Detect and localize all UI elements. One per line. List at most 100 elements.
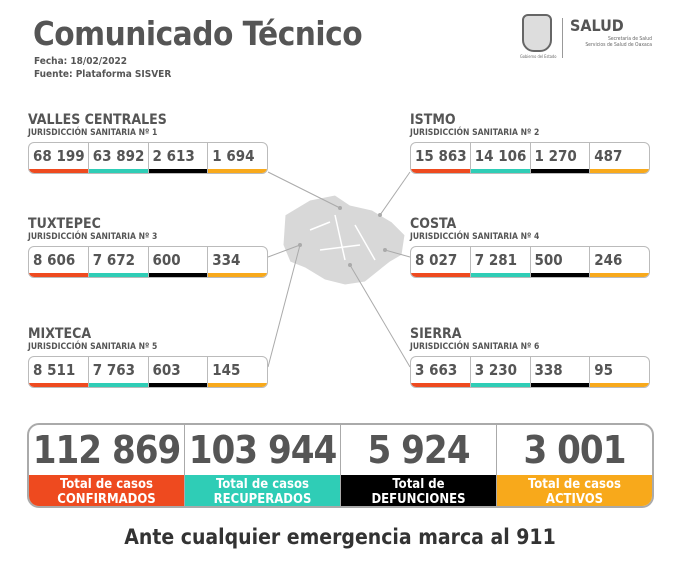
connector-line (267, 244, 301, 368)
region-card: VALLES CENTRALES JURISDICCIÓN SANITARIA … (28, 113, 268, 174)
stat-color-bar (88, 383, 148, 387)
stat-value: 1 694 (212, 147, 255, 165)
total-label-line2: ACTIVOS (545, 492, 604, 507)
total-label: Total de casos ACTIVOS (497, 475, 652, 507)
stat-value: 500 (534, 251, 563, 269)
stat-value: 3 663 (415, 361, 458, 379)
region-jurisdiction: JURISDICCIÓN SANITARIA Nº 4 (410, 232, 540, 242)
stat-cell: 14 106 (470, 143, 531, 173)
salud-logo: Gobierno del Estado SALUD Secretaría de … (520, 14, 652, 62)
connector-line (349, 264, 411, 368)
region-stats: 8 511 7 763 603 145 (28, 356, 268, 388)
stat-value: 15 863 (415, 147, 467, 165)
stat-cell: 500 (530, 247, 591, 277)
stat-cell: 3 230 (470, 357, 531, 387)
stat-cell: 8 027 (411, 247, 471, 277)
stat-color-bar (148, 273, 208, 277)
logo-sub2: Servicios de Salud de Oaxaca (585, 42, 652, 48)
region-card: ISTMO JURISDICCIÓN SANITARIA Nº 2 15 863 1… (410, 113, 650, 174)
stat-value: 1 270 (534, 147, 577, 165)
region-stats: 3 663 3 230 338 95 (410, 356, 650, 388)
stat-color-bar (590, 383, 649, 387)
region-jurisdiction: JURISDICCIÓN SANITARIA Nº 5 (28, 342, 158, 352)
stat-value: 8 606 (33, 251, 76, 269)
stat-cell: 603 (148, 357, 209, 387)
stat-value: 2 613 (152, 147, 195, 165)
region-jurisdiction: JURISDICCIÓN SANITARIA Nº 1 (28, 128, 158, 138)
stat-color-bar (208, 273, 267, 277)
stat-color-bar (29, 383, 88, 387)
logo-sub: Secretaría de Salud Servicios de Salud de… (570, 36, 652, 48)
region-name: MIXTECA (28, 326, 92, 342)
stat-cell: 1 270 (530, 143, 591, 173)
region-name: SIERRA (410, 326, 462, 342)
total-label: Total de casos RECUPERADOS (185, 475, 340, 507)
stat-value: 334 (212, 251, 241, 269)
stat-cell: 338 (530, 357, 591, 387)
stat-cell: 3 663 (411, 357, 471, 387)
region-stats: 8 027 7 281 500 246 (410, 246, 650, 278)
region-stats: 68 199 63 892 2 613 1 694 (28, 142, 268, 174)
stat-color-bar (530, 383, 590, 387)
page-title: Comunicado Técnico (33, 14, 363, 53)
region-jurisdiction: JURISDICCIÓN SANITARIA Nº 6 (410, 342, 540, 352)
total-label-line2: DEFUNCIONES (371, 492, 466, 507)
stat-cell: 8 511 (29, 357, 89, 387)
stat-value: 246 (594, 251, 623, 269)
stat-value: 338 (534, 361, 563, 379)
stat-value: 95 (594, 361, 614, 379)
total-value: 103 944 (188, 428, 338, 472)
total-value: 112 869 (32, 428, 182, 472)
stat-cell: 1 694 (208, 143, 267, 173)
stat-cell: 334 (208, 247, 267, 277)
stat-color-bar (590, 273, 649, 277)
stat-color-bar (530, 273, 590, 277)
total-value: 3 001 (523, 428, 626, 472)
total-cell: 103 944 Total de casos RECUPERADOS (185, 425, 341, 506)
stat-color-bar (148, 169, 208, 173)
stat-color-bar (470, 383, 530, 387)
stat-color-bar (29, 273, 88, 277)
stat-cell: 7 281 (470, 247, 531, 277)
stat-cell: 487 (590, 143, 649, 173)
stat-cell: 15 863 (411, 143, 471, 173)
emergency-footer: Ante cualquier emergencia marca al 911 (124, 525, 556, 549)
stat-cell: 95 (590, 357, 649, 387)
total-value: 5 924 (367, 428, 470, 472)
stat-color-bar (88, 169, 148, 173)
region-stats: 8 606 7 672 600 334 (28, 246, 268, 278)
total-label-line2: RECUPERADOS (213, 492, 312, 507)
stat-cell: 145 (208, 357, 267, 387)
region-card: COSTA JURISDICCIÓN SANITARIA Nº 4 8 027 7 … (410, 217, 650, 278)
region-name: ISTMO (410, 112, 456, 128)
logo-gob: Gobierno del Estado (520, 54, 557, 59)
stat-color-bar (88, 273, 148, 277)
stat-value: 145 (212, 361, 241, 379)
total-cell: 5 924 Total de DEFUNCIONES (341, 425, 497, 506)
stat-color-bar (411, 383, 470, 387)
stat-color-bar (470, 273, 530, 277)
stat-value: 600 (152, 251, 181, 269)
total-label-line1: Total de casos (215, 477, 309, 492)
connector-line (384, 249, 411, 258)
stat-color-bar (470, 169, 530, 173)
region-card: TUXTEPEC JURISDICCIÓN SANITARIA Nº 3 8 60… (28, 217, 268, 278)
stat-cell: 7 672 (88, 247, 149, 277)
stat-value: 63 892 (92, 147, 145, 165)
map-shape (282, 194, 406, 286)
total-cell: 112 869 Total de casos CONFIRMADOS (29, 425, 185, 506)
total-cell: 3 001 Total de casos ACTIVOS (497, 425, 652, 506)
connector-line (379, 171, 411, 216)
stat-color-bar (411, 273, 470, 277)
region-jurisdiction: JURISDICCIÓN SANITARIA Nº 3 (28, 232, 158, 242)
stat-value: 68 199 (33, 147, 85, 165)
stat-value: 8 027 (415, 251, 458, 269)
total-label-line1: Total de (392, 477, 445, 492)
stat-value: 8 511 (33, 361, 76, 379)
stat-cell: 63 892 (88, 143, 149, 173)
total-label-line2: CONFIRMADOS (57, 492, 156, 507)
stat-cell: 7 763 (88, 357, 149, 387)
region-stats: 15 863 14 106 1 270 487 (410, 142, 650, 174)
